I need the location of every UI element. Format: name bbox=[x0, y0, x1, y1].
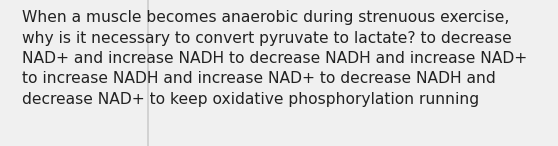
Text: When a muscle becomes anaerobic during strenuous exercise,
why is it necessary t: When a muscle becomes anaerobic during s… bbox=[22, 10, 527, 107]
